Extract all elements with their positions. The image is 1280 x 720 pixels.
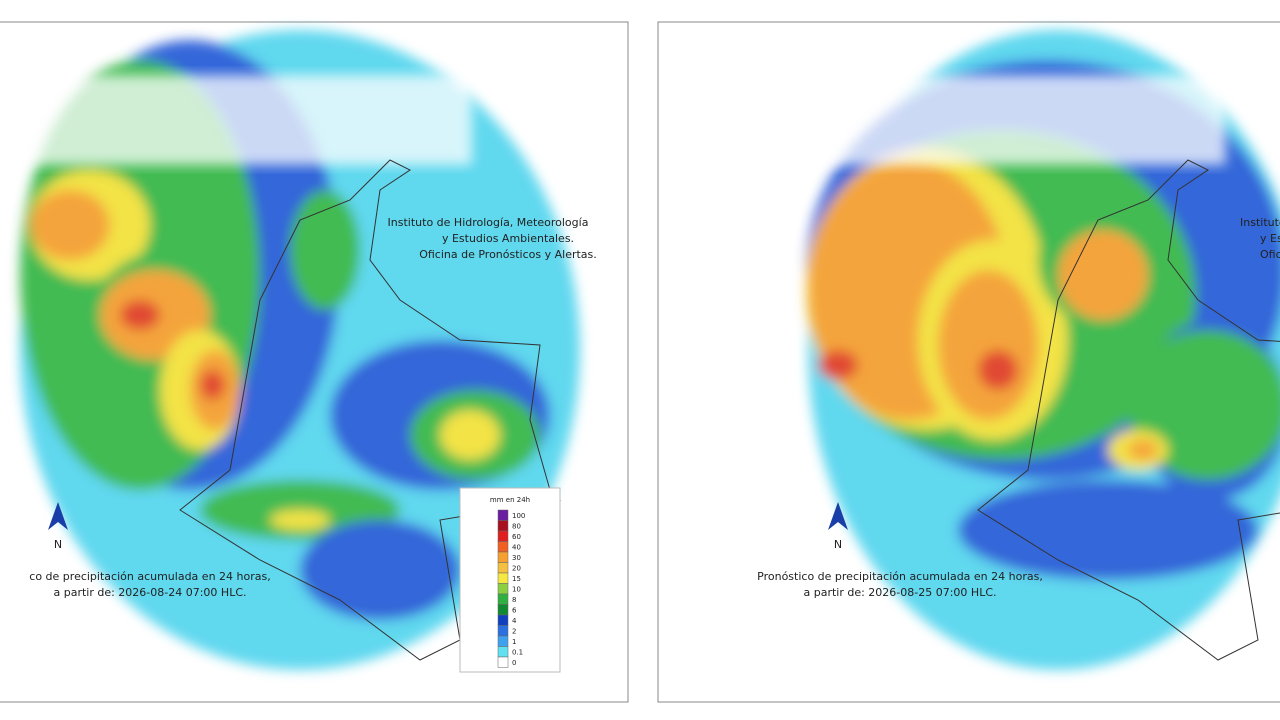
legend-label: 30: [512, 554, 521, 562]
map-panel: Instituto de Hidrología, Meteorología y E…: [0, 21, 629, 703]
institution-text: Oficina de Pronósticos y Alertas.: [419, 248, 597, 261]
legend-swatch: [497, 635, 509, 647]
institution-text: y Estudios Am: [1260, 232, 1280, 245]
legend-swatch: [497, 625, 509, 637]
institution-text: Instituto de Hidrología, Meteorología: [388, 216, 589, 229]
institution-text: Oficina de Pron: [1260, 248, 1280, 261]
legend-label: 10: [512, 586, 521, 594]
legend-swatch: [497, 520, 509, 532]
legend-swatch: [497, 583, 509, 595]
legend-label: 15: [512, 575, 521, 583]
north-label: N: [54, 538, 62, 551]
north-arrow: [48, 502, 68, 530]
legend-label: 80: [512, 523, 521, 531]
legend-swatch: [497, 593, 509, 605]
legend-label: 100: [512, 512, 525, 520]
legend-swatch: [497, 604, 509, 616]
precip-area: [978, 350, 1018, 390]
legend-label: 20: [512, 565, 521, 573]
legend-label: 6: [512, 607, 517, 615]
legend-label: 40: [512, 544, 521, 552]
precip-field: [806, 30, 1280, 670]
legend-swatch: [497, 572, 509, 584]
map-panel: Instituto de Hidrolo y Estudios Am Oficina…: [657, 21, 1280, 703]
north-label: N: [834, 538, 842, 551]
north-arrow: [828, 502, 848, 530]
legend-swatch: [497, 509, 509, 521]
precip-area: [1128, 330, 1280, 480]
legend-swatch: [497, 646, 509, 658]
precip-area: [270, 510, 330, 530]
legend-label: 0.1: [512, 649, 523, 657]
institution-text: Instituto de Hidrolo: [1240, 216, 1280, 229]
legend-label: 2: [512, 628, 516, 636]
legend-swatch: [497, 541, 509, 553]
legend-title: mm en 24h: [490, 496, 530, 504]
precip-field: [20, 30, 580, 670]
caption-text: co de precipitación acumulada en 24 hora…: [29, 570, 270, 583]
legend-swatch: [497, 530, 509, 542]
legend-label: 1: [512, 638, 516, 646]
sea-mask: [12, 75, 472, 165]
country-outline: [977, 159, 1280, 661]
legend-label: 4: [512, 617, 517, 625]
precip-area: [290, 190, 360, 310]
precip-area: [200, 370, 225, 400]
caption-text: Pronóstico de precipitación acumulada en…: [757, 570, 1043, 583]
country-outline: [179, 159, 562, 661]
precip-area: [818, 350, 858, 380]
precip-area: [1128, 440, 1158, 460]
precip-area: [958, 480, 1258, 580]
precip-area: [30, 190, 110, 260]
legend-swatch: [497, 656, 509, 668]
precip-area: [938, 270, 1038, 420]
legend-label: 0: [512, 659, 516, 667]
caption-text: a partir de: 2026-08-25 07:00 HLC.: [803, 586, 996, 599]
legend-swatch: [497, 562, 509, 574]
precip-area: [1058, 230, 1148, 320]
precip-area: [440, 410, 500, 460]
legend-box: [459, 487, 561, 673]
precip-area: [120, 300, 160, 330]
legend-label: 8: [512, 596, 516, 604]
sea-mask: [806, 75, 1226, 165]
legend-label: 60: [512, 533, 521, 541]
institution-text: y Estudios Ambientales.: [442, 232, 574, 245]
legend-swatch: [497, 551, 509, 563]
legend-swatch: [497, 614, 509, 626]
caption-text: a partir de: 2026-08-24 07:00 HLC.: [53, 586, 246, 599]
precip-area: [300, 520, 460, 620]
